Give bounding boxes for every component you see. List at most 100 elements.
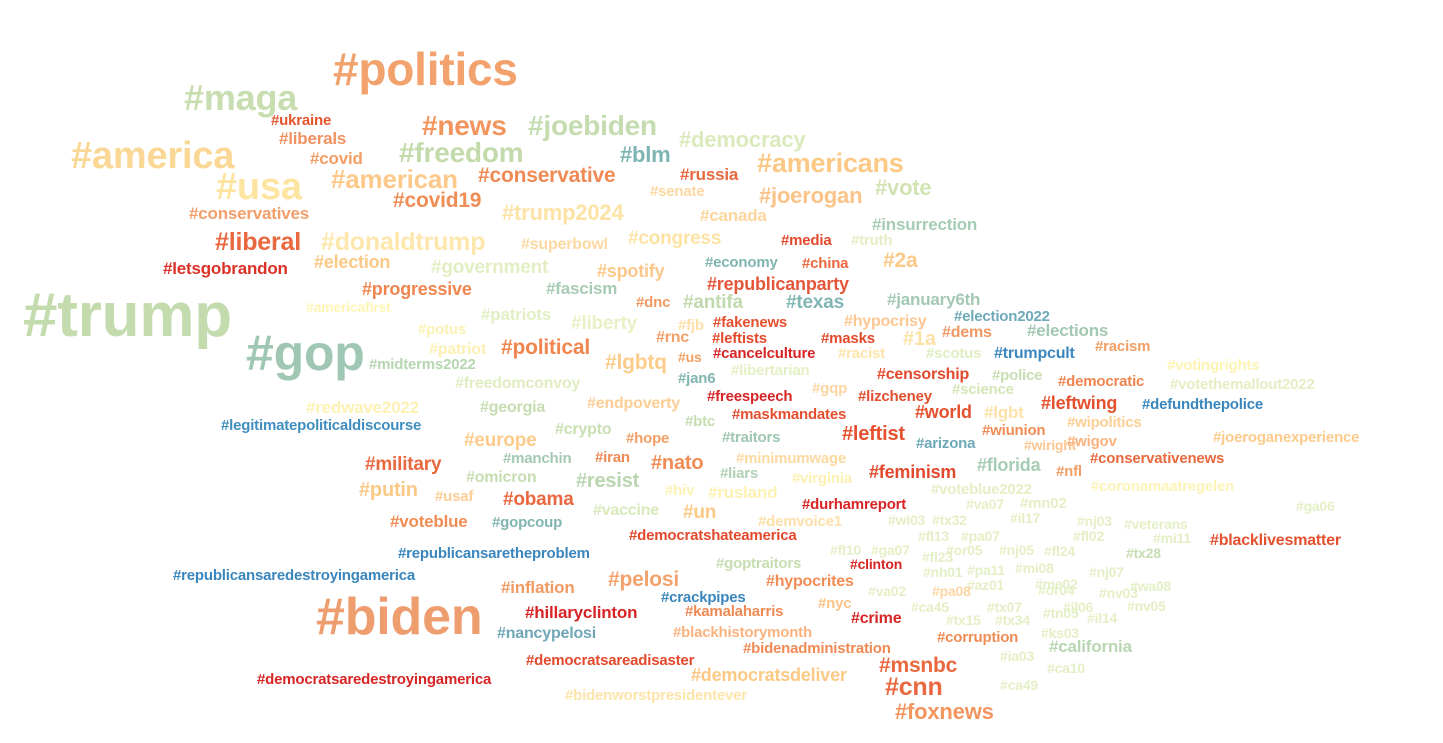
hashtag-word: #voteblue bbox=[390, 512, 468, 531]
hashtag-word: #russia bbox=[680, 165, 739, 184]
hashtag-word: #conservative bbox=[478, 164, 616, 187]
hashtag-word: #freespeech bbox=[707, 388, 793, 405]
hashtag-word: #nfl bbox=[1056, 463, 1082, 480]
hashtag-word: #pa11 bbox=[967, 562, 1005, 578]
hashtag-word: #va02 bbox=[868, 583, 906, 599]
hashtag-word: #republicanparty bbox=[707, 274, 849, 294]
hashtag-word: #congress bbox=[628, 228, 722, 249]
hashtag-word: #covid19 bbox=[393, 189, 482, 212]
hashtag-word: #crime bbox=[851, 610, 902, 627]
hashtag-word: #ks03 bbox=[1041, 625, 1079, 641]
hashtag-word: #durhamreport bbox=[802, 496, 907, 513]
hashtag-word: #political bbox=[501, 336, 591, 359]
hashtag-word: #fascism bbox=[546, 279, 618, 298]
hashtag-word: #spotify bbox=[597, 261, 665, 281]
hashtag-word: #superbowl bbox=[521, 236, 608, 253]
hashtag-word: #california bbox=[1049, 637, 1132, 656]
hashtag-word: #wigov bbox=[1067, 433, 1117, 450]
hashtag-word: #potus bbox=[418, 321, 466, 338]
hashtag-word: #hypocrites bbox=[766, 573, 854, 590]
hashtag-word: #nv05 bbox=[1127, 598, 1166, 614]
hashtag-word: #virginia bbox=[792, 470, 852, 487]
hashtag-word: #racism bbox=[1095, 338, 1151, 355]
hashtag-word: #fl02 bbox=[1073, 528, 1104, 544]
hashtag-word: #crypto bbox=[555, 421, 612, 438]
hashtag-word: #voteblue2022 bbox=[931, 481, 1032, 498]
hashtag-word: #nj07 bbox=[1089, 564, 1124, 580]
hashtag-word: #maga bbox=[184, 77, 298, 118]
hashtag-word: #covid bbox=[310, 149, 363, 168]
hashtag-word: #science bbox=[952, 381, 1014, 398]
hashtag-word: #americans bbox=[757, 148, 904, 178]
hashtag-word: #pelosi bbox=[608, 568, 679, 591]
hashtag-word: #corruption bbox=[937, 629, 1019, 646]
hashtag-word: #az01 bbox=[967, 577, 1005, 593]
hashtag-word: #redwave2022 bbox=[306, 398, 419, 417]
hashtag-word: #vote bbox=[875, 175, 932, 200]
hashtag-word: #va07 bbox=[966, 496, 1004, 512]
hashtag-word: #government bbox=[431, 257, 549, 278]
hashtag-word: #obama bbox=[503, 489, 574, 510]
hashtag-word: #racist bbox=[838, 345, 885, 362]
hashtag-word: #biden bbox=[316, 588, 483, 646]
hashtag-word: #me02 bbox=[1035, 576, 1078, 592]
hashtag-word: #trump bbox=[23, 281, 232, 350]
hashtag-word: #american bbox=[331, 164, 458, 194]
hashtag-word: #wipolitics bbox=[1067, 414, 1142, 431]
hashtag-word: #democratshateamerica bbox=[629, 527, 797, 544]
hashtag-word: #omicron bbox=[466, 469, 537, 486]
hashtag-word: #arizona bbox=[916, 435, 976, 452]
hashtag-word: #ia03 bbox=[1000, 648, 1035, 664]
hashtag-word: #election bbox=[314, 252, 391, 272]
hashtag-word: #democracy bbox=[679, 127, 806, 152]
hashtag-word: #bidenworstpresidentever bbox=[565, 687, 747, 704]
hashtag-word: #wi03 bbox=[888, 512, 926, 528]
hashtag-word: #coronamaatregelen bbox=[1091, 478, 1235, 495]
hashtag-word: #pa08 bbox=[932, 583, 971, 599]
hashtag-word: #nato bbox=[651, 452, 704, 474]
hashtag-word: #us bbox=[678, 349, 702, 365]
hashtag-word: #2a bbox=[883, 249, 918, 272]
hashtag-word: #joeroganexperience bbox=[1213, 429, 1360, 446]
hashtag-word: #gop bbox=[246, 325, 365, 381]
hashtag-word: #il06 bbox=[1063, 599, 1094, 615]
hashtag-word: #crackpipes bbox=[661, 589, 746, 606]
hashtag-word: #un bbox=[683, 502, 717, 523]
hashtag-word: #news bbox=[422, 110, 507, 141]
hashtag-word: #msnbc bbox=[879, 654, 958, 677]
hashtag-word: #minimumwage bbox=[736, 450, 847, 467]
hashtag-word: #nj05 bbox=[999, 542, 1034, 558]
hashtag-word: #usaf bbox=[435, 488, 474, 505]
hashtag-word: #mi08 bbox=[1015, 560, 1054, 576]
hashtag-word: #ca10 bbox=[1047, 660, 1085, 676]
hashtag-word: #democratic bbox=[1058, 373, 1145, 390]
hashtag-word: #wa08 bbox=[1130, 578, 1172, 594]
hashtag-word: #mn02 bbox=[1020, 495, 1067, 512]
hashtag-word: #tx07 bbox=[987, 599, 1022, 615]
hashtag-word: #tx28 bbox=[1126, 545, 1161, 561]
hashtag-word: #or05 bbox=[946, 542, 983, 558]
hashtag-word: #texas bbox=[786, 292, 844, 313]
hashtag-word: #military bbox=[365, 454, 442, 475]
hashtag-word: #fakenews bbox=[713, 314, 788, 331]
hashtag-word: #freedom bbox=[399, 137, 524, 168]
hashtag-word: #wiunion bbox=[982, 422, 1046, 439]
hashtag-word: #jan6 bbox=[678, 370, 716, 387]
hashtag-word: #freedomconvoy bbox=[455, 375, 581, 392]
hashtag-word: #nancypelosi bbox=[497, 625, 596, 642]
hashtag-word: #clinton bbox=[850, 556, 903, 572]
hashtag-word: #tn05 bbox=[1043, 605, 1079, 621]
hashtag-word: #hillaryclinton bbox=[525, 603, 638, 622]
hashtag-word: #foxnews bbox=[895, 699, 994, 724]
hashtag-word: #btc bbox=[685, 413, 716, 430]
hashtag-word: #dnc bbox=[636, 294, 671, 311]
hashtag-word: #vaccine bbox=[593, 502, 660, 519]
hashtag-word: #republicansaretheproblem bbox=[398, 545, 590, 562]
hashtag-word: #demvoice1 bbox=[758, 513, 842, 530]
hashtag-word: #insurrection bbox=[872, 215, 978, 234]
hashtag-word: #conservativenews bbox=[1090, 450, 1225, 467]
hashtag-word: #mi11 bbox=[1153, 530, 1191, 546]
hashtag-word: #january6th bbox=[887, 290, 981, 309]
hashtag-word: #kamalaharris bbox=[685, 603, 784, 620]
